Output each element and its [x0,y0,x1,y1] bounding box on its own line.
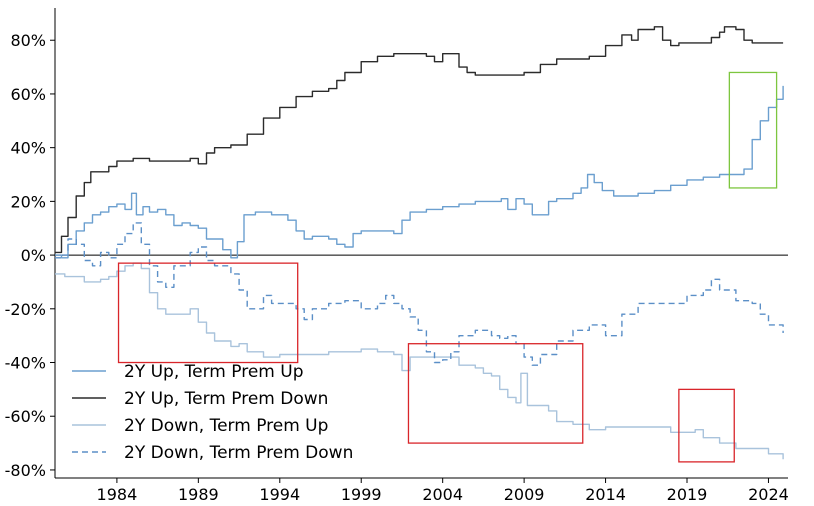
x-tick-label: 2004 [422,485,463,504]
highlight-box-4 [678,388,735,463]
series-group [55,26,784,460]
series-line-3 [55,262,784,460]
highlight-box-2 [117,262,299,364]
y-tick-label: -60% [5,407,46,426]
legend-label-4: 2Y Down, Term Prem Down [124,443,353,463]
legend-label-2: 2Y Up, Term Prem Down [124,389,328,409]
x-tick-label: 2024 [748,485,789,504]
y-tick-label: 80% [10,31,46,50]
x-tick-label: 1999 [341,485,382,504]
y-tick-label: 0% [21,246,46,265]
legend-label-1: 2Y Up, Term Prem Up [124,362,303,382]
series-line-1 [55,85,784,259]
y-tick-label: 20% [10,192,46,211]
series-line-2 [55,26,784,254]
legend-label-3: 2Y Down, Term Prem Up [124,416,328,436]
x-tick-label: 1994 [259,485,300,504]
axes: 80% 60% 40% 20% 0% -20% -40% -60% -80% 1984 1989 19… [5,8,789,504]
y-tick-label: -80% [5,461,46,480]
x-tick-label: 1989 [178,485,219,504]
series-line-4 [55,222,784,366]
x-tick-label: 1984 [97,485,138,504]
y-tick-label: -20% [5,300,46,319]
highlight-box-1 [728,71,778,189]
y-tick-label: -40% [5,354,46,373]
x-tick-label: 2009 [504,485,545,504]
annotation-group [117,71,778,463]
x-tick-label: 2019 [667,485,708,504]
y-tick-label: 40% [10,139,46,158]
legend: 2Y Up, Term Prem Up 2Y Up, Term Prem Down… [72,362,353,463]
x-tick-label: 2014 [585,485,626,504]
highlight-box-3 [407,343,584,444]
y-tick-label: 60% [10,85,46,104]
